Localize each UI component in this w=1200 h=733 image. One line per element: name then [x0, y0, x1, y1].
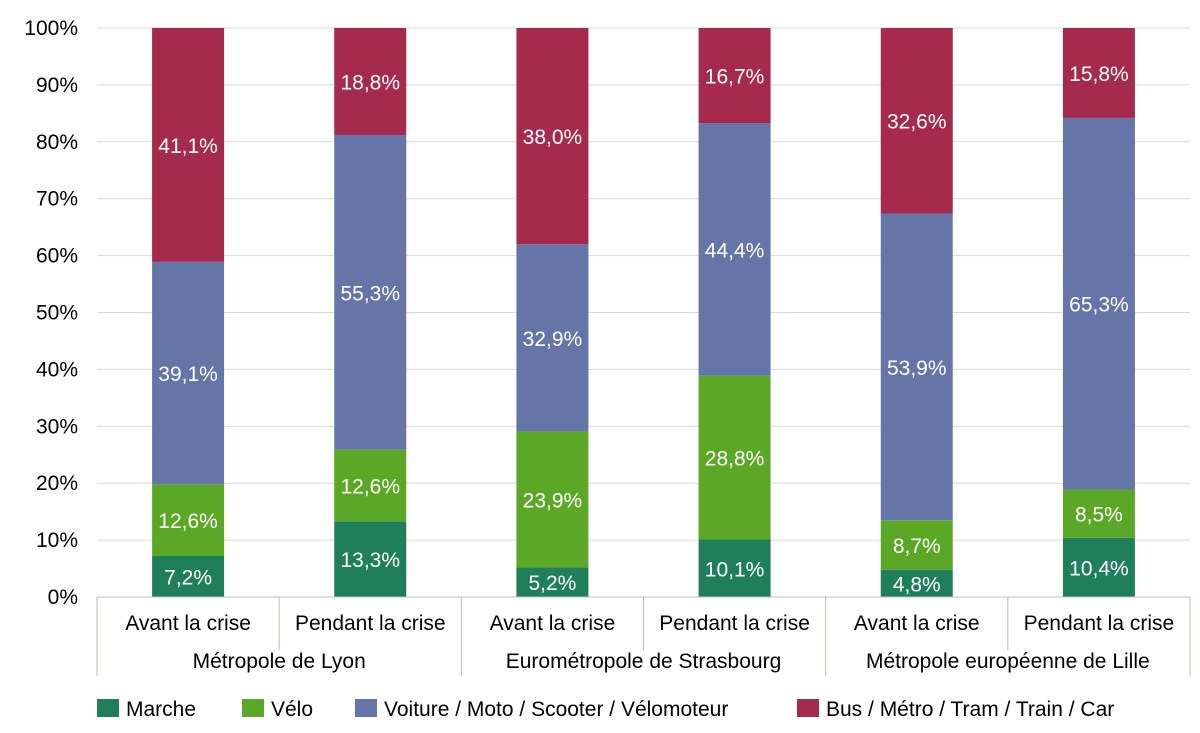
data-label: 13,3%: [340, 549, 400, 572]
data-label: 5,2%: [528, 572, 576, 595]
legend-label: Voiture / Moto / Scooter / Vélomoteur: [384, 698, 728, 721]
bar-segment: [152, 28, 225, 262]
bar-segment: [334, 134, 407, 450]
bar-segment: [698, 539, 771, 597]
data-label: 8,7%: [893, 535, 941, 558]
data-label: 32,6%: [887, 111, 947, 134]
legend-label: Marche: [126, 698, 196, 721]
data-label: 41,1%: [158, 135, 218, 158]
group-label: Métropole européenne de Lille: [866, 650, 1150, 673]
bar-segment: [1062, 117, 1135, 490]
bar-segment: [880, 520, 953, 570]
bar-segment: [1062, 489, 1135, 538]
y-tick-label: 90%: [36, 74, 78, 97]
data-label: 55,3%: [340, 282, 400, 305]
bar-segment: [516, 431, 589, 568]
bar-segment: [334, 28, 407, 135]
data-label: 8,5%: [1075, 504, 1123, 527]
bar-segment: [880, 28, 953, 214]
y-tick-label: 50%: [36, 302, 78, 325]
y-tick-label: 60%: [36, 245, 78, 268]
bar-segment: [1062, 537, 1135, 597]
bar-segment: [1062, 28, 1135, 118]
category-label: Pendant la crise: [1024, 612, 1175, 635]
legend-swatch: [242, 699, 264, 717]
bar-segment: [334, 521, 407, 597]
legend-swatch: [97, 699, 119, 717]
legend-swatch: [355, 699, 377, 717]
y-axis-ticks: 0% 10% 20% 30% 40% 50% 60% 70% 80% 90% 100%: [24, 17, 78, 609]
y-tick-label: 30%: [36, 415, 78, 438]
data-label: 10,1%: [705, 558, 765, 581]
bar-segment: [698, 375, 771, 540]
bar-segment: [152, 556, 225, 597]
data-label: 16,7%: [705, 66, 765, 89]
data-label: 28,8%: [705, 448, 765, 471]
data-label: 18,8%: [340, 71, 400, 94]
data-label: 12,6%: [158, 510, 218, 533]
bar-segment: [152, 484, 225, 557]
data-label: 15,8%: [1069, 63, 1129, 86]
y-tick-label: 70%: [36, 188, 78, 211]
y-tick-label: 0%: [48, 586, 78, 609]
y-tick-label: 20%: [36, 472, 78, 495]
bars: [152, 28, 1135, 597]
data-label: 7,2%: [164, 567, 212, 590]
x-axis: Avant la crise Pendant la crise Métropole …: [96, 596, 1191, 676]
data-label: 53,9%: [887, 357, 947, 380]
data-label: 10,4%: [1069, 557, 1129, 580]
category-label: Pendant la crise: [659, 612, 810, 635]
group-label: Métropole de Lyon: [193, 650, 366, 673]
bar-segment: [880, 213, 953, 521]
bar-segment: [152, 261, 225, 485]
data-label: 38,0%: [523, 126, 583, 149]
y-tick-label: 100%: [24, 17, 78, 40]
data-label: 44,4%: [705, 239, 765, 262]
legend-label: Vélo: [271, 698, 313, 721]
category-label: Pendant la crise: [295, 612, 446, 635]
y-tick-label: 40%: [36, 358, 78, 381]
gridlines: [97, 27, 1190, 598]
legend-swatch: [797, 699, 819, 717]
data-label: 4,8%: [893, 573, 941, 596]
y-tick-label: 80%: [36, 131, 78, 154]
data-label: 23,9%: [523, 489, 583, 512]
bar-segment: [516, 567, 589, 597]
category-label: Avant la crise: [854, 612, 980, 635]
group-label: Eurométropole de Strasbourg: [506, 650, 782, 673]
bar-segment: [516, 28, 589, 245]
bar-segment: [334, 449, 407, 522]
bar-segment: [880, 569, 953, 597]
y-tick-label: 10%: [36, 529, 78, 552]
data-labels: 7,2% 12,6% 39,1% 41,1% 13,3% 12,6% 55,3% 18,8% 5…: [158, 63, 1128, 596]
category-label: Avant la crise: [125, 612, 251, 635]
data-label: 39,1%: [158, 363, 218, 386]
bar-segment: [698, 123, 771, 376]
bar-segment: [516, 244, 589, 432]
data-label: 65,3%: [1069, 294, 1129, 317]
category-label: Avant la crise: [490, 612, 616, 635]
legend: Marche Vélo Voiture / Moto / Scooter / Vél…: [97, 698, 1114, 721]
data-label: 32,9%: [523, 328, 583, 351]
data-label: 12,6%: [340, 475, 400, 498]
legend-label: Bus / Métro / Tram / Train / Car: [826, 698, 1114, 721]
bar-segment: [698, 28, 771, 124]
